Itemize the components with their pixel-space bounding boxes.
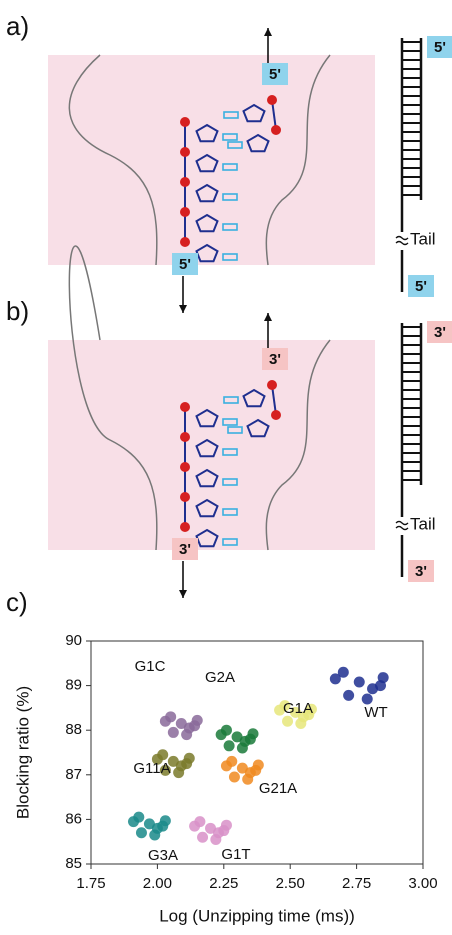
point [242,774,253,785]
y-tick-label: 85 [65,855,82,872]
x-tick-label: 2.25 [209,875,238,892]
phosphate [267,380,277,390]
point [250,765,261,776]
point [168,727,179,738]
phosphate [180,147,190,157]
phosphate [180,522,190,532]
arrow-head [179,305,187,313]
series-label: G21A [259,780,297,797]
end-label: 5' [434,39,446,56]
y-tick-label: 88 [65,721,82,738]
y-axis-title: Blocking ratio (%) [13,686,32,819]
x-tick-label: 1.75 [76,875,105,892]
point [157,749,168,760]
phosphate [271,410,281,420]
point [343,690,354,701]
series-label: G11A [133,760,170,777]
x-tick-label: 2.00 [143,875,172,892]
series-label: G1T [221,846,250,863]
point [173,767,184,778]
series-label: G1C [135,658,166,675]
point [229,772,240,783]
phosphate [180,432,190,442]
point [194,816,205,827]
arrow-head [264,28,272,36]
point [245,734,256,745]
phosphate [267,95,277,105]
y-tick-label: 87 [65,766,82,783]
x-tick-label: 3.00 [408,875,437,892]
point [210,834,221,845]
point [295,718,306,729]
series-label: G2A [205,669,235,686]
phosphate [180,492,190,502]
point [181,729,192,740]
series-label: WT [364,704,387,721]
tail-label: Tail [410,514,436,533]
point [197,832,208,843]
y-tick-label: 90 [65,632,82,649]
point [338,667,349,678]
end-label: 3' [415,563,427,580]
x-axis-title: Log (Unzipping time (ms)) [159,906,355,925]
phosphate [180,462,190,472]
y-tick-label: 89 [65,677,82,694]
point [136,827,147,838]
end-label: 3' [269,351,281,368]
point [375,680,386,691]
point [221,725,232,736]
figure: a) 5' 5' 5' Tail 5' b) 3' 3' 3' Tail 3' c) 85 86 87 88 89… [0,0,452,935]
phosphate [180,237,190,247]
y-tick-label: 86 [65,810,82,827]
point [354,677,365,688]
x-tick-label: 2.75 [342,875,371,892]
arrow-head [264,313,272,321]
point [165,711,176,722]
membrane [48,340,375,550]
point [157,821,168,832]
point [282,716,293,727]
point [181,758,192,769]
membrane [48,55,375,265]
panel-label: a) [6,11,29,41]
end-label: 5' [415,278,427,295]
arrow-head [179,590,187,598]
point [226,756,237,767]
point [224,740,235,751]
point [149,830,160,841]
phosphate [180,117,190,127]
break-mark [396,237,408,245]
end-label: 5' [269,66,281,83]
phosphate [180,402,190,412]
tail-label: Tail [410,229,436,248]
point [362,693,373,704]
panel-label: c) [6,587,28,617]
phosphate [271,125,281,135]
point [218,825,229,836]
series-label: G3A [148,847,178,864]
end-label: 5' [179,256,191,273]
point [133,812,144,823]
point [237,743,248,754]
phosphate [180,207,190,217]
point [189,720,200,731]
break-mark [396,522,408,530]
series-label: G1A [283,700,313,717]
x-tick-label: 2.50 [276,875,305,892]
end-label: 3' [179,541,191,558]
phosphate [180,177,190,187]
end-label: 3' [434,324,446,341]
panel-label: b) [6,296,29,326]
